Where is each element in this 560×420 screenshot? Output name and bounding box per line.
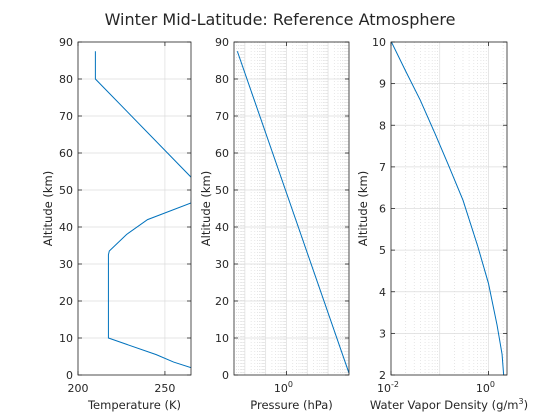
x-tick-label: 10-2 [377,380,399,395]
axes-box [77,41,192,376]
y-tick-label: 60 [59,147,73,160]
x-tick-base: 10 [476,382,490,395]
y-ticks: 0 10 20 30 40 50 60 70 80 90 [59,36,191,382]
y-tick-label: 10 [372,36,386,49]
y-tick-label: 2 [379,369,386,382]
x-ticks: 100 [274,42,293,395]
y-tick-label: 40 [59,221,73,234]
x-axis-label-text: Temperature (K) [87,398,181,412]
y-tick-label: 40 [215,221,229,234]
y-tick-label: 30 [215,258,229,271]
y-tick-label: 60 [215,147,229,160]
x-tick-exponent: 0 [288,380,293,389]
x-axis-label: Water Vapor Density (g/m3) [370,397,528,412]
x-tick-exponent: -2 [391,380,399,389]
y-tick-label: 70 [215,110,229,123]
x-tick-label: 250 [154,382,175,395]
y-tick-label: 90 [215,36,229,49]
y-tick-label: 30 [59,258,73,271]
x-ticks: 10-2 100 [377,42,495,395]
y-tick-label: 20 [215,295,229,308]
y-tick-label: 3 [379,327,386,340]
y-ticks: 0 10 20 30 40 50 60 70 80 90 [215,36,349,382]
y-axis-label: Altitude (km) [41,171,55,246]
y-tick-label: 80 [59,73,73,86]
y-tick-label: 9 [379,78,386,91]
x-ticks: 200 250 [68,42,175,395]
series-line-1 [236,51,349,374]
y-tick-label: 0 [222,369,229,382]
y-tick-label: 10 [59,332,73,345]
x-tick-base: 10 [377,382,391,395]
grid [77,41,191,376]
x-tick-base: 10 [274,382,288,395]
x-tick-label: 100 [476,380,495,395]
x-axis-label-end: ) [524,398,529,412]
x-axis-label-text: Water Vapor Density (g/m [370,398,519,412]
grid [390,41,507,376]
series-line-1 [391,42,505,375]
y-tick-label: 6 [379,203,386,216]
x-tick-exponent: 0 [490,380,495,389]
y-tick-label: 10 [215,332,229,345]
axes-box [233,41,350,376]
x-axis-label-superscript: 3 [519,397,524,406]
y-tick-label: 50 [59,184,73,197]
figure-title: Winter Mid-Latitude: Reference Atmospher… [105,10,456,29]
y-tick-label: 0 [66,369,73,382]
y-tick-label: 5 [379,244,386,257]
x-axis-label: Temperature (K) [87,398,181,412]
y-tick-label: 4 [379,286,386,299]
y-ticks: 2 3 4 5 6 7 8 9 10 [372,36,507,382]
x-tick-label: 200 [68,382,89,395]
y-tick-label: 90 [59,36,73,49]
grid [233,41,350,376]
y-tick-label: 80 [215,73,229,86]
x-axis-label: Pressure (hPa) [250,398,333,412]
y-tick-label: 70 [59,110,73,123]
x-axis-label-text: Pressure (hPa) [250,398,333,412]
subplot-1: 0 10 20 30 40 50 60 70 80 90 200 250 Temperature (K)… [41,36,192,412]
y-tick-label: 8 [379,119,386,132]
y-tick-label: 20 [59,295,73,308]
y-axis-label: Altitude (km) [199,171,213,246]
y-axis-label: Altitude (km) [356,171,370,246]
y-tick-label: 7 [379,161,386,174]
y-tick-label: 50 [215,184,229,197]
x-tick-label: 100 [274,380,293,395]
series-line-1 [94,51,191,369]
